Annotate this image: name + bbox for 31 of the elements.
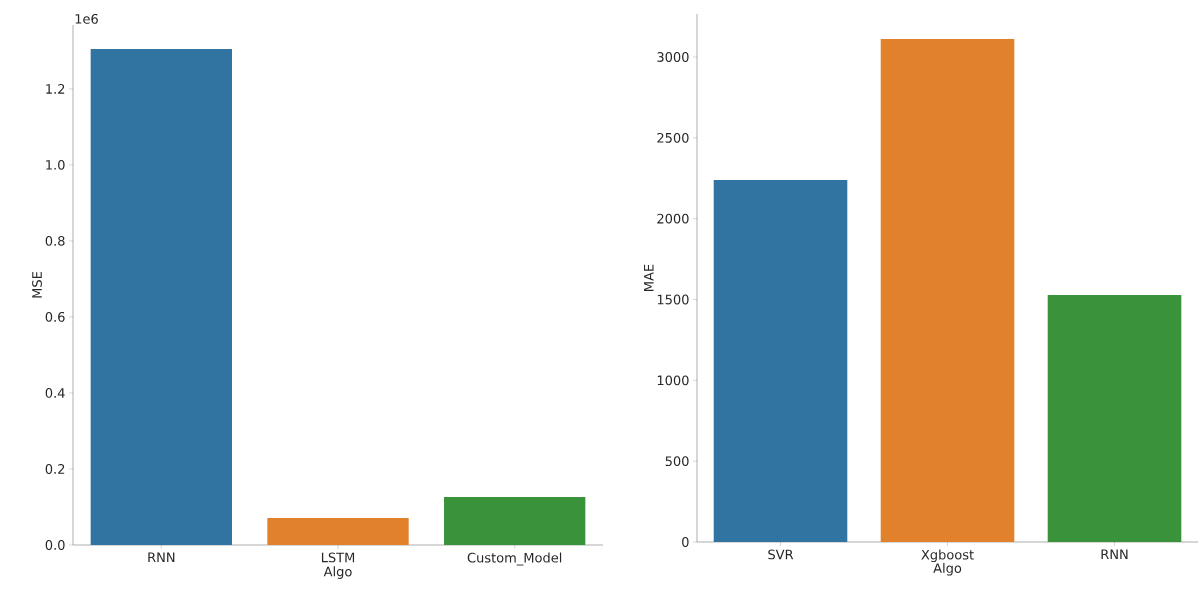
y-tick-label: 1000 [657, 375, 689, 386]
bar [713, 180, 848, 542]
y-tick-label: 1.2 [46, 84, 65, 94]
y-tick-label: 2500 [657, 132, 689, 143]
y-axis-title: MAE [644, 264, 654, 291]
y-tick-label: 0.2 [45, 464, 65, 474]
y-tick-label: 3000 [657, 52, 689, 62]
y-tick-label: 0.0 [45, 540, 65, 550]
y-tick-label: 0.4 [45, 388, 65, 398]
y-tick-label: 1.0 [46, 159, 65, 170]
bar [444, 497, 586, 545]
bar [880, 39, 1015, 542]
y-tick-label: 2000 [657, 213, 689, 224]
x-tick-label: RNN [1101, 549, 1128, 560]
x-axis-title: Algo [933, 562, 962, 576]
x-tick-label: Custom_Model [467, 552, 562, 566]
y-tick-label: 0 [682, 537, 689, 547]
bar [1047, 294, 1182, 542]
bar [267, 518, 409, 545]
x-tick-label: SVR [768, 549, 794, 560]
x-tick-label: LSTM [321, 552, 355, 563]
y-tick-label: 0.8 [45, 235, 65, 246]
y-tick-label: 500 [665, 456, 689, 467]
x-tick-label: Xgboost [921, 549, 974, 563]
y-tick-label: 0.6 [45, 312, 65, 322]
y-tick-label: 1500 [657, 294, 689, 305]
y-axis-title: MSE [32, 271, 42, 298]
text: 1e6 [75, 13, 98, 24]
x-tick-label: RNN [148, 552, 175, 563]
bar [90, 48, 232, 545]
x-axis-title: Algo [323, 566, 352, 579]
